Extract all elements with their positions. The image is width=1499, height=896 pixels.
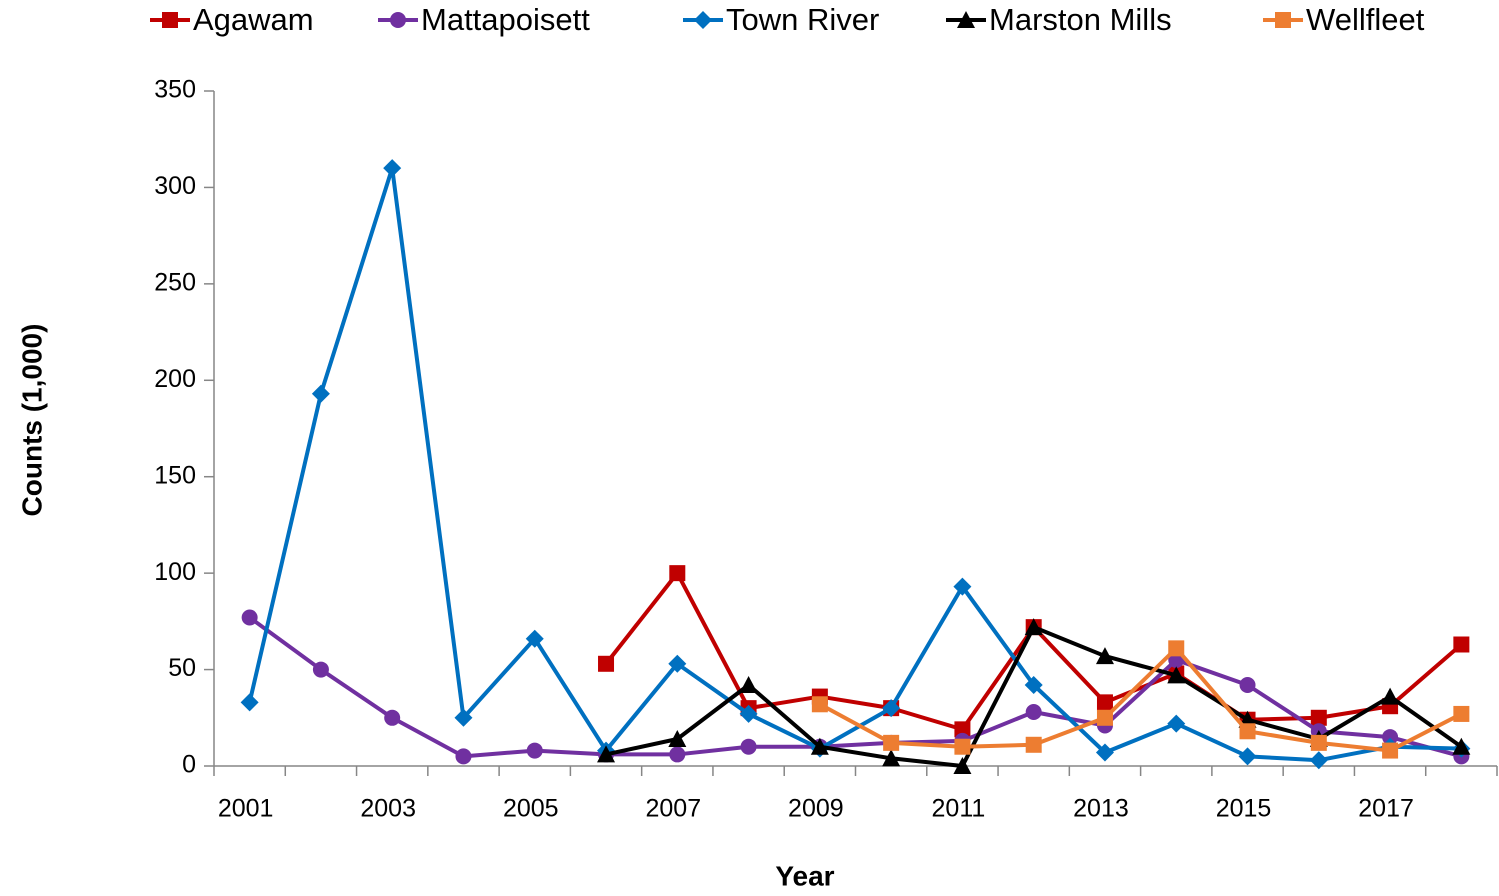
y-tick-label: 0: [182, 751, 196, 779]
legend-marker: [957, 11, 975, 28]
data-point: [1025, 736, 1042, 753]
legend-marker: [390, 12, 406, 28]
data-point: [1167, 666, 1186, 684]
data-point: [597, 745, 616, 763]
legend-label: Agawam: [193, 2, 314, 37]
data-point: [241, 609, 258, 626]
data-point: [1239, 677, 1256, 693]
data-point: [525, 629, 544, 648]
x-tick-label: 2007: [645, 795, 701, 823]
data-point: [1095, 647, 1114, 665]
data-point: [1238, 747, 1257, 766]
data-point: [668, 654, 687, 673]
data-point: [810, 737, 829, 755]
x-tick-label: 2013: [1073, 795, 1129, 823]
data-point: [669, 746, 686, 763]
data-point: [669, 565, 686, 582]
x-tick-label: 2011: [932, 795, 986, 823]
x-tick-label: 2015: [1216, 795, 1272, 823]
data-point: [1024, 676, 1043, 694]
data-point: [311, 384, 330, 403]
legend-marker: [694, 11, 712, 29]
legend-marker: [1275, 12, 1291, 28]
data-point: [668, 730, 687, 747]
data-point: [1096, 694, 1113, 711]
data-point: [1168, 640, 1185, 657]
x-tick-label: 2001: [218, 795, 274, 823]
data-point: [1453, 705, 1470, 722]
legend-label: Marston Mills: [989, 2, 1172, 37]
data-point: [740, 738, 757, 755]
data-point: [882, 699, 901, 718]
data-point: [1309, 751, 1328, 770]
series-line: [248, 615, 1462, 759]
data-point: [1452, 737, 1471, 755]
data-point: [312, 661, 329, 678]
y-tick-label: 100: [154, 558, 196, 586]
data-point: [1096, 709, 1113, 726]
y-tick-label: 350: [154, 76, 196, 104]
series-line: [818, 646, 1463, 753]
y-axis-title: Counts (1,000): [16, 324, 47, 517]
data-point: [811, 696, 828, 713]
y-tick-label: 250: [154, 268, 196, 296]
data-point: [240, 693, 259, 712]
data-point: [1239, 723, 1256, 740]
legend-label: Wellfleet: [1306, 2, 1425, 37]
y-tick-label: 50: [168, 654, 196, 682]
x-tick-label: 2009: [788, 795, 844, 823]
data-point: [954, 738, 971, 755]
x-axis-title: Year: [775, 860, 834, 891]
x-tick-label: 2003: [360, 795, 416, 823]
data-point: [526, 742, 543, 759]
data-point: [1095, 743, 1114, 762]
legend-label: Mattapoisett: [421, 2, 590, 37]
data-point: [1382, 742, 1399, 759]
legend-label: Town River: [726, 2, 879, 37]
data-point: [1310, 734, 1327, 751]
data-point: [1382, 729, 1399, 746]
y-tick-label: 200: [154, 365, 196, 393]
data-point: [1381, 687, 1400, 705]
data-point: [953, 757, 972, 774]
data-point: [1167, 714, 1186, 733]
x-tick-label: 2005: [503, 795, 559, 823]
data-point: [882, 749, 901, 767]
data-point: [1025, 704, 1042, 720]
data-point: [454, 708, 473, 727]
data-point: [953, 577, 972, 596]
data-point: [883, 734, 900, 751]
data-point: [1310, 709, 1327, 726]
y-tick-label: 300: [154, 172, 196, 200]
data-point: [954, 721, 971, 738]
y-tick-label: 150: [154, 461, 196, 489]
series-line: [247, 166, 1462, 763]
data-point: [1453, 636, 1470, 653]
legend-marker: [162, 12, 178, 28]
data-point: [383, 159, 402, 178]
data-point: [598, 655, 615, 672]
data-point: [1024, 618, 1043, 636]
data-point: [739, 676, 758, 693]
data-point: [455, 748, 472, 765]
x-tick-label: 2017: [1358, 795, 1414, 823]
data-point: [739, 704, 758, 723]
data-point: [384, 709, 401, 726]
